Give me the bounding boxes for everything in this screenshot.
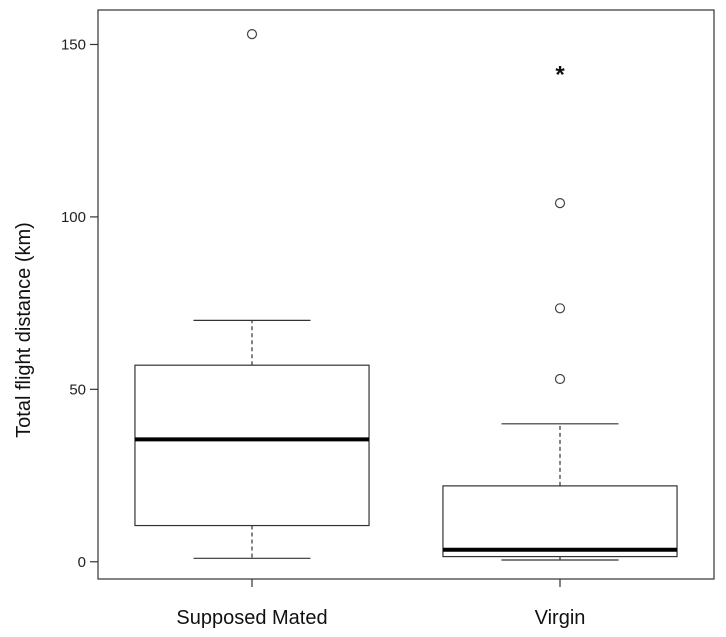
box-group-0	[134, 29, 370, 559]
y-tick-label-1: 50	[69, 381, 86, 398]
y-axis: 0 50 100 150	[61, 36, 98, 571]
x-category-label-0: Supposed Mated	[176, 607, 327, 629]
y-tick-label-2: 100	[61, 209, 86, 226]
outlier-point-1-0	[554, 373, 566, 385]
box-group-1: *	[442, 62, 678, 561]
y-tick-label-0: 0	[78, 554, 86, 571]
outlier-point-1-2	[554, 198, 566, 209]
outlier-point-0-0	[246, 29, 258, 40]
iqr-box-1	[442, 485, 678, 558]
boxes: *	[134, 29, 678, 561]
plot-frame	[97, 9, 715, 580]
y-tick-label-3: 150	[61, 36, 86, 53]
iqr-box-0	[134, 364, 370, 527]
y-axis-title: Total flight distance (km)	[13, 222, 35, 438]
x-category-label-1: Virgin	[535, 607, 586, 629]
significance-marker-1: *	[555, 62, 565, 89]
x-axis: Supposed Mated Virgin	[176, 579, 585, 629]
outlier-point-1-1	[554, 303, 566, 314]
